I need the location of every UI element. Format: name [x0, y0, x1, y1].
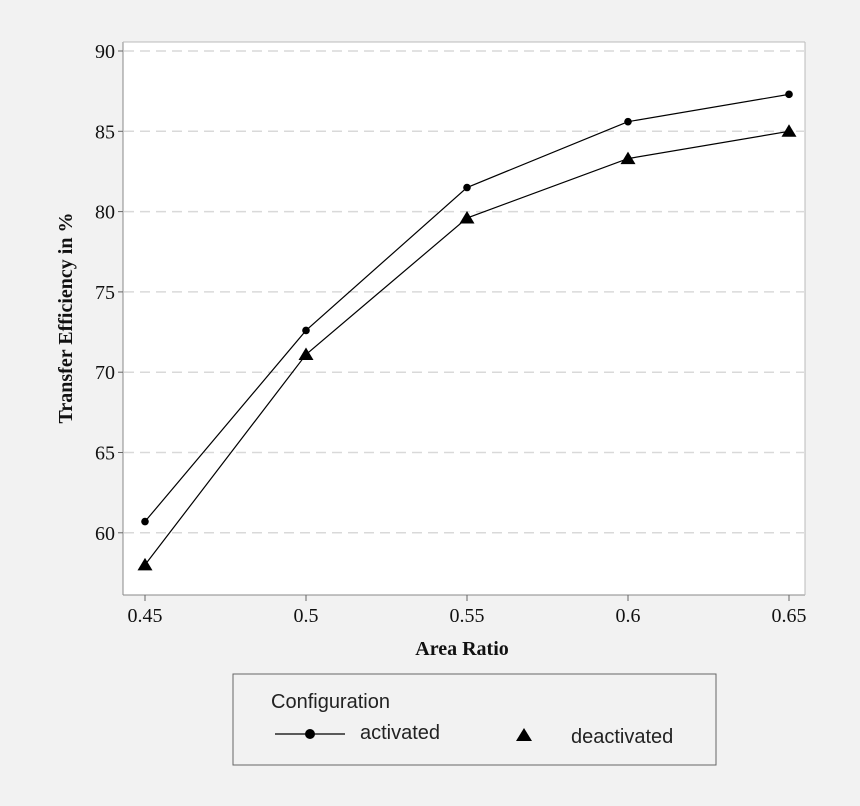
y-tick-label: 85: [95, 121, 115, 143]
y-tick-label: 90: [95, 41, 115, 63]
point-activated: [624, 117, 632, 126]
y-tick-label: 80: [95, 202, 115, 224]
x-axis-title: Area Ratio: [415, 638, 509, 660]
x-tick-label: 0.6: [616, 605, 641, 627]
point-deactivated: [781, 124, 797, 137]
y-tick-label: 70: [95, 362, 115, 384]
point-activated: [302, 326, 310, 335]
y-ticks: 60 65 70 75 80 85 90: [95, 41, 123, 545]
y-axis-title: Transfer Efficiency in %: [55, 213, 77, 424]
y-tick-label: 60: [95, 523, 115, 545]
legend-activated-label: activated: [360, 722, 440, 744]
point-deactivated: [298, 347, 314, 361]
x-tick-label: 0.45: [128, 605, 163, 627]
legend-deactivated-label: deactivated: [571, 726, 673, 748]
plot-area: [123, 42, 805, 595]
legend: Configuration activated deactivated: [232, 673, 717, 766]
legend-activated-marker: [305, 729, 315, 739]
gridlines: [124, 50, 804, 534]
legend-title: Configuration: [271, 691, 390, 713]
x-tick-label: 0.55: [450, 605, 485, 627]
point-activated: [141, 517, 149, 526]
y-tick-label: 65: [95, 442, 115, 464]
x-ticks: 0.45 0.5 0.55 0.6 0.65: [128, 595, 807, 627]
series-group: [137, 90, 797, 571]
point-activated: [785, 90, 793, 99]
point-deactivated: [137, 557, 153, 571]
y-tick-label: 75: [95, 282, 115, 304]
x-tick-label: 0.65: [772, 605, 807, 627]
legend-box: [232, 673, 717, 766]
point-activated: [463, 183, 471, 192]
point-deactivated: [459, 211, 475, 224]
legend-deactivated-marker: [516, 728, 532, 741]
point-deactivated: [620, 151, 636, 165]
x-tick-label: 0.5: [294, 605, 319, 627]
